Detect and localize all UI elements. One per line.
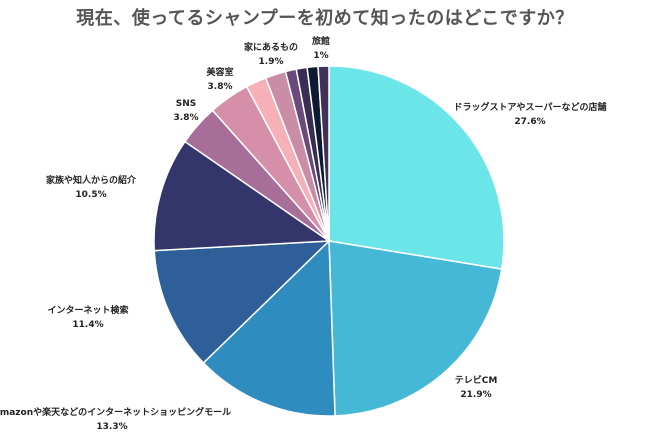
slice-label-tv-cm: テレビCM 21.9% (454, 376, 498, 400)
pie-slice-3 (153, 240, 331, 364)
pie-slice-4 (153, 140, 332, 252)
slice-label-internet-search: インターネット検索 11.4% (47, 306, 129, 330)
slice-label-inn: 旅館 1% (311, 37, 331, 61)
pie-slice-2 (202, 239, 336, 417)
slice-label-drugstore: ドラッグストアやスーパーなどの店舗 27.6% (453, 103, 607, 127)
slice-label-sns: SNS 3.8% (173, 99, 199, 123)
chart-title: 現在、使ってるシャンプーを初めて知ったのはどこですか？ (76, 8, 574, 29)
slice-label-family-referral: 家族や知人からの紹介 10.5% (45, 176, 137, 200)
slice-label-online-mall: Amazonや楽天などのインターネットショッピングモール 13.3% (0, 408, 232, 432)
slice-label-salon: 美容室 3.8% (206, 68, 234, 92)
pie-slice-12 (317, 65, 330, 242)
pie-slice-1 (328, 240, 503, 417)
pie-slice-0 (328, 65, 505, 271)
slice-label-at-home: 家にあるもの 1.9% (243, 43, 299, 67)
